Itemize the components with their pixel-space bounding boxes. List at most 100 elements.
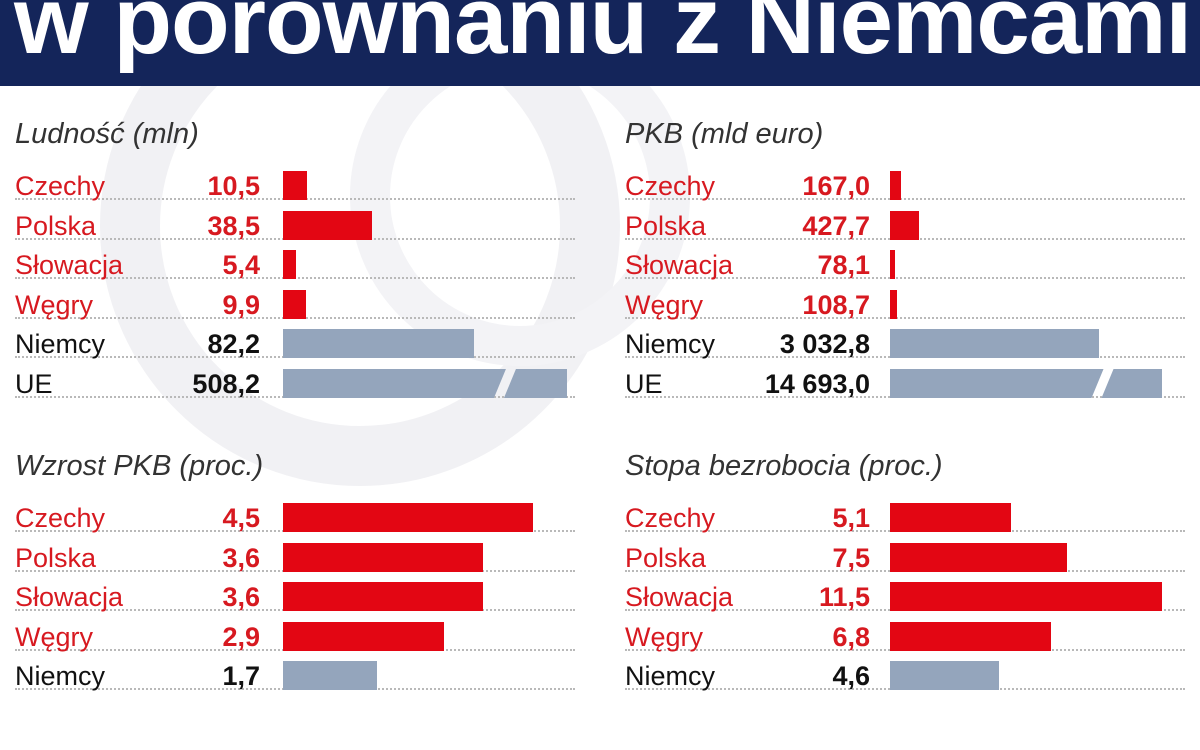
chart-row: Niemcy 82,2 [15, 324, 575, 364]
leader-dots [625, 198, 1185, 200]
value-label: 78,1 [817, 250, 870, 281]
chart-row: UE 14 693,0 [625, 364, 1185, 404]
category-label: UE [625, 369, 663, 399]
category-label: Czechy [625, 503, 716, 533]
chart-row: Niemcy 1,7 [15, 656, 575, 696]
chart-title: PKB (mld euro) [625, 118, 824, 150]
category-label: Słowacja [625, 250, 734, 281]
value-label: 108,7 [802, 289, 870, 320]
chart-bar [283, 210, 373, 240]
chart-row: Słowacja 5,4 [15, 245, 575, 285]
chart-row: Słowacja 78,1 [625, 245, 1185, 285]
chart-row: Polska 427,7 [625, 206, 1185, 246]
value-label: 14 693,0 [764, 369, 870, 399]
chart-row: Czechy 167,0 [625, 166, 1185, 206]
category-label: Węgry [15, 621, 94, 652]
value-label: 82,2 [207, 329, 260, 360]
category-label: Polska [625, 210, 707, 241]
value-label: 508,2 [192, 369, 260, 399]
chart-bar [890, 621, 1051, 651]
value-label: 3,6 [222, 542, 260, 573]
chart-bar [890, 210, 920, 240]
value-label: 4,6 [832, 661, 870, 692]
chart-bar [890, 503, 1011, 532]
chart-gdp-growth: Wzrost PKB (proc.) Czechy 4,5 Polska 3,6 Słow… [15, 450, 575, 750]
category-label: Słowacja [625, 582, 734, 613]
chart-unemployment: Stopa bezrobocia (proc.) Czechy 5,1 Polska 7… [625, 450, 1185, 750]
value-label: 427,7 [802, 210, 870, 241]
value-label: 38,5 [207, 210, 260, 241]
value-label: 4,5 [222, 503, 260, 533]
chart-title: Wzrost PKB (proc.) [15, 450, 264, 482]
chart-row: Polska 7,5 [625, 538, 1185, 578]
chart-row: Polska 3,6 [15, 538, 575, 578]
value-label: 3,6 [222, 582, 260, 613]
chart-bar [890, 250, 896, 280]
category-label: Polska [15, 210, 97, 241]
chart-row: Węgry 9,9 [15, 285, 575, 325]
chart-bar [890, 289, 898, 319]
chart-bar [283, 171, 308, 200]
category-label: Polska [625, 542, 707, 573]
category-label: Węgry [15, 289, 94, 320]
chart-bar [283, 289, 306, 319]
leader-dots [625, 277, 1185, 280]
chart-population: Ludność (mln) Czechy 10,5 Polska 38,5 Słowacj… [15, 118, 575, 418]
value-label: 167,0 [802, 171, 870, 201]
category-label: Czechy [15, 171, 106, 201]
category-label: Niemcy [15, 661, 106, 692]
page-title: w porównaniu z Niemcami i UE [14, 0, 1200, 74]
chart-bar [283, 329, 474, 359]
value-label: 10,5 [207, 171, 260, 201]
chart-row: Niemcy 4,6 [625, 656, 1185, 696]
category-label: Węgry [625, 289, 704, 320]
category-label: Słowacja [15, 582, 124, 613]
category-label: UE [15, 369, 53, 399]
background-watermark [100, 86, 690, 486]
category-label: Słowacja [15, 250, 124, 281]
leader-dots [625, 316, 1185, 319]
chart-bar [890, 369, 1162, 398]
chart-row: Polska 38,5 [15, 206, 575, 246]
chart-bar [283, 503, 533, 532]
chart-bar [283, 621, 445, 651]
category-label: Niemcy [15, 329, 106, 360]
category-label: Polska [15, 542, 97, 573]
header-banner: w porównaniu z Niemcami i UE [0, 0, 1200, 86]
chart-bar [283, 369, 567, 398]
category-label: Czechy [15, 503, 106, 533]
chart-row: Węgry 2,9 [15, 617, 575, 657]
chart-row: Węgry 6,8 [625, 617, 1185, 657]
category-label: Węgry [625, 621, 704, 652]
value-label: 5,1 [832, 503, 870, 533]
value-label: 6,8 [832, 621, 870, 652]
value-label: 11,5 [818, 582, 870, 613]
chart-row: Czechy 5,1 [625, 498, 1185, 538]
chart-bar [283, 542, 483, 572]
category-label: Niemcy [625, 329, 716, 360]
value-label: 2,9 [222, 621, 260, 652]
value-label: 1,7 [222, 661, 260, 692]
chart-bar [283, 582, 483, 612]
chart-bar [283, 250, 296, 280]
chart-row: Niemcy 3 032,8 [625, 324, 1185, 364]
chart-row: Słowacja 3,6 [15, 577, 575, 617]
chart-row: Czechy 4,5 [15, 498, 575, 538]
chart-gdp: PKB (mld euro) Czechy 167,0 Polska 427,7 Słow… [625, 118, 1185, 418]
chart-row: Czechy 10,5 [15, 166, 575, 206]
value-label: 9,9 [222, 289, 260, 320]
chart-row: UE 508,2 [15, 364, 575, 404]
chart-row: Słowacja 11,5 [625, 577, 1185, 617]
category-label: Czechy [625, 171, 716, 201]
category-label: Niemcy [625, 661, 716, 692]
chart-bar [890, 171, 902, 200]
chart-title: Stopa bezrobocia (proc.) [625, 450, 943, 482]
chart-bar [890, 582, 1162, 612]
chart-row: Węgry 108,7 [625, 285, 1185, 325]
value-label: 7,5 [832, 542, 870, 573]
chart-title: Ludność (mln) [15, 118, 199, 150]
value-label: 5,4 [222, 250, 260, 281]
value-label: 3 032,8 [779, 329, 870, 360]
chart-bar [890, 542, 1068, 572]
chart-bar [890, 329, 1099, 359]
